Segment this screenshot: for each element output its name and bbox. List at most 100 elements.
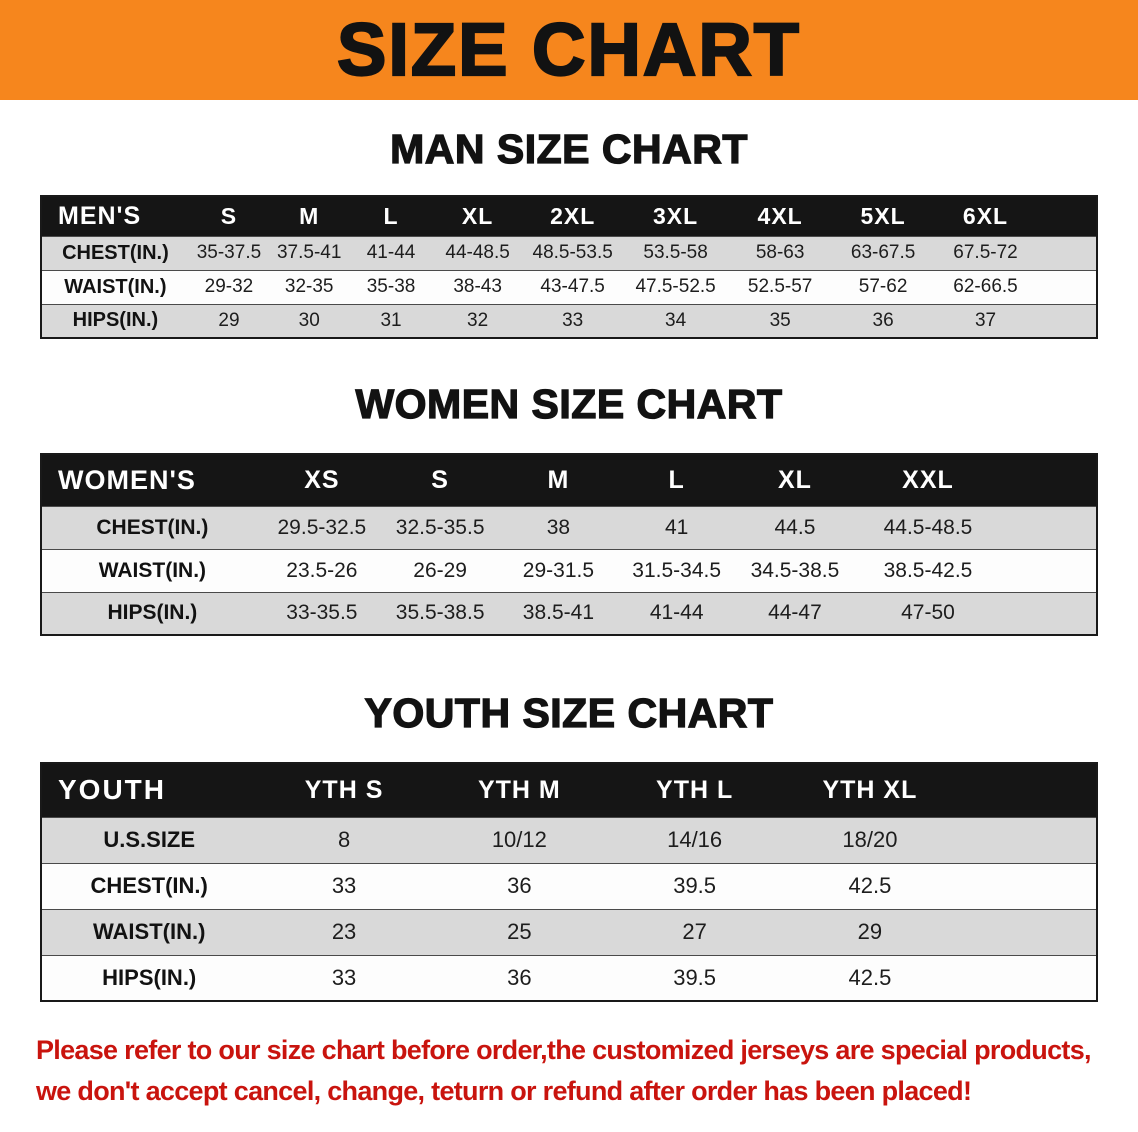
table-title-cell: MEN'S <box>58 201 142 230</box>
spacer-cell <box>1002 454 1097 506</box>
size-value-cell: 23 <box>331 919 357 944</box>
size-value-cell: 63-67.5 <box>850 242 916 263</box>
row-label-cell: CHEST(IN.) <box>96 515 209 539</box>
size-header-cell: M <box>299 202 320 229</box>
size-value-cell: 25 <box>507 919 532 944</box>
size-value-cell: 10/12 <box>491 827 547 852</box>
table-row: CHEST(IN.) 35-37.5 37.5-41 41-44 44-48.5 48.5… <box>41 236 1097 270</box>
row-label-cell: WAIST(IN.) <box>64 275 167 298</box>
row-label-cell: HIPS(IN.) <box>72 309 159 332</box>
size-value-cell: 52.5-57 <box>747 276 813 297</box>
spacer-cell <box>958 763 1097 817</box>
spacer-cell <box>1002 592 1097 635</box>
row-label-cell: HIPS(IN.) <box>107 601 198 625</box>
youth-table-head: YOUTH YTH S YTH M YTH L YTH XL <box>41 763 1097 817</box>
table-row: CHEST(IN.) 33 36 39.5 42.5 <box>41 863 1097 909</box>
size-value-cell: 44.5-48.5 <box>883 515 973 539</box>
size-value-cell: 36 <box>507 873 532 898</box>
men-section: MAN SIZE CHART MEN'S S M L XL 2XL 3XL 4XL 5XL 6XL C… <box>0 125 1138 339</box>
size-value-cell: 8 <box>337 827 351 852</box>
size-value-cell: 27 <box>682 919 707 944</box>
size-value-cell: 29-32 <box>204 276 254 297</box>
youth-heading: YOUTH SIZE CHART <box>364 689 774 736</box>
size-value-cell: 38-43 <box>453 276 502 297</box>
table-title-cell: YOUTH <box>58 774 166 806</box>
size-value-cell: 53.5-58 <box>643 242 708 263</box>
size-value-cell: 31.5-34.5 <box>632 558 722 582</box>
men-table-body: CHEST(IN.) 35-37.5 37.5-41 41-44 44-48.5 48.5… <box>41 236 1097 338</box>
size-value-cell: 29 <box>218 309 240 331</box>
size-value-cell: 42.5 <box>848 873 892 898</box>
size-header-cell: XS <box>304 465 340 494</box>
size-value-cell: 58-63 <box>755 242 805 263</box>
size-value-cell: 38.5-42.5 <box>883 558 973 582</box>
size-value-cell: 41-44 <box>649 601 704 625</box>
size-value-cell: 67.5-72 <box>953 242 1018 263</box>
size-value-cell: 33 <box>562 309 584 331</box>
size-value-cell: 62-66.5 <box>953 276 1018 297</box>
size-value-cell: 44.5 <box>774 515 816 539</box>
size-value-cell: 44-47 <box>768 601 822 625</box>
size-header-cell: YTH S <box>304 775 384 804</box>
size-value-cell: 32.5-35.5 <box>395 515 485 539</box>
women-table-head: WOMEN'S XS S M L XL XXL <box>41 454 1097 506</box>
size-value-cell: 36 <box>507 964 532 990</box>
size-header-cell: 3XL <box>653 202 699 229</box>
size-header-cell: YTH XL <box>822 775 918 804</box>
row-label-cell: U.S.SIZE <box>103 827 196 852</box>
table-row: CHEST(IN.) 29.5-32.5 32.5-35.5 38 41 44.5 44.5… <box>41 506 1097 549</box>
table-header-row: MEN'S S M L XL 2XL 3XL 4XL 5XL 6XL <box>41 196 1097 236</box>
row-label-cell: WAIST(IN.) <box>92 919 206 944</box>
size-value-cell: 36 <box>872 309 894 331</box>
youth-table-body: U.S.SIZE 8 10/12 14/16 18/20 CHEST(IN.) 33 36 39… <box>41 817 1097 1001</box>
size-header-cell: S <box>431 465 449 494</box>
size-value-cell: 32 <box>467 309 489 331</box>
table-header-row: YOUTH YTH S YTH M YTH L YTH XL <box>41 763 1097 817</box>
size-header-cell: XL <box>461 202 494 229</box>
size-value-cell: 29 <box>857 919 883 944</box>
size-header-cell: XL <box>777 465 812 494</box>
size-header-cell: L <box>668 465 685 494</box>
spacer-cell <box>958 863 1097 909</box>
page-title: SIZE CHART <box>336 7 801 92</box>
table-row: U.S.SIZE 8 10/12 14/16 18/20 <box>41 817 1097 863</box>
size-value-cell: 38 <box>546 515 571 539</box>
size-header-cell: YTH L <box>656 775 734 804</box>
spacer-cell <box>1037 270 1097 304</box>
disclaimer: Please refer to our size chart before or… <box>0 1030 1138 1112</box>
size-value-cell: 23.5-26 <box>286 558 358 582</box>
size-value-cell: 33 <box>331 873 357 898</box>
table-row: HIPS(IN.) 33-35.5 35.5-38.5 38.5-41 41-44 44-… <box>41 592 1097 635</box>
size-header-cell: 5XL <box>860 202 906 229</box>
spacer-cell <box>1037 196 1097 236</box>
spacer-cell <box>958 909 1097 955</box>
size-value-cell: 37 <box>974 309 997 331</box>
size-value-cell: 42.5 <box>848 964 892 990</box>
size-value-cell: 43-47.5 <box>540 276 605 297</box>
size-value-cell: 35-37.5 <box>196 242 262 263</box>
spacer-cell <box>1002 506 1097 549</box>
size-value-cell: 48.5-53.5 <box>532 242 613 263</box>
men-table-head: MEN'S S M L XL 2XL 3XL 4XL 5XL 6XL <box>41 196 1097 236</box>
size-value-cell: 34.5-38.5 <box>750 558 840 582</box>
women-section: WOMEN SIZE CHART WOMEN'S XS S M L XL XXL CHEST(I… <box>0 380 1138 636</box>
size-value-cell: 41-44 <box>366 242 416 263</box>
table-row: WAIST(IN.) 23 25 27 29 <box>41 909 1097 955</box>
size-value-cell: 44-48.5 <box>445 242 510 263</box>
size-header-cell: L <box>383 202 399 229</box>
disclaimer-line-1: Please refer to our size chart before or… <box>36 1035 1092 1065</box>
row-label-cell: WAIST(IN.) <box>98 558 207 582</box>
row-label-cell: CHEST(IN.) <box>62 241 169 264</box>
table-row: WAIST(IN.) 23.5-26 26-29 29-31.5 31.5-34.5 34… <box>41 549 1097 592</box>
youth-size-table: YOUTH YTH S YTH M YTH L YTH XL U.S.SIZE 8 10/12… <box>40 762 1098 1002</box>
size-value-cell: 29.5-32.5 <box>277 515 367 539</box>
spacer-cell <box>1037 304 1097 338</box>
size-value-cell: 34 <box>665 309 687 331</box>
row-label-cell: CHEST(IN.) <box>90 873 208 898</box>
size-header-cell: 4XL <box>757 202 803 229</box>
disclaimer-line-2: we don't accept cancel, change, teturn o… <box>36 1076 972 1106</box>
table-row: WAIST(IN.) 29-32 32-35 35-38 38-43 43-47.5 47.… <box>41 270 1097 304</box>
table-row: HIPS(IN.) 29 30 31 32 33 34 35 36 37 <box>41 304 1097 338</box>
size-value-cell: 33-35.5 <box>286 601 358 625</box>
